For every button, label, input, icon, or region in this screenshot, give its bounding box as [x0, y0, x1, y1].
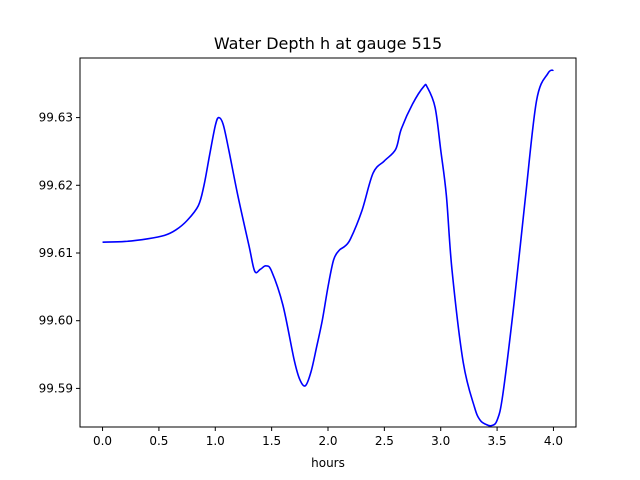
chart-title: Water Depth h at gauge 515 — [214, 34, 442, 53]
x-tick-label: 1.0 — [206, 434, 225, 448]
x-tick-label: 0.0 — [93, 434, 112, 448]
y-tick-label: 99.61 — [39, 246, 73, 260]
plot-frame — [79, 57, 577, 428]
series-layer — [102, 69, 554, 427]
series-line-0 — [102, 69, 554, 427]
y-tick-label: 99.59 — [39, 381, 73, 395]
x-tick-label: 2.0 — [318, 434, 337, 448]
y-tick-label: 99.62 — [39, 178, 73, 192]
y-tick-label: 99.60 — [39, 314, 73, 328]
x-axis: 0.0 0.5 1.0 1.5 2.0 2.5 3.0 3.5 4.0 — [93, 427, 563, 448]
x-tick-label: 0.5 — [149, 434, 168, 448]
x-tick-label: 3.5 — [488, 434, 507, 448]
y-tick-label: 99.63 — [39, 111, 73, 125]
x-tick-label: 2.5 — [375, 434, 394, 448]
x-tick-label: 4.0 — [544, 434, 563, 448]
y-axis: 99.59 99.60 99.61 99.62 99.63 — [39, 111, 80, 395]
x-axis-label: hours — [311, 456, 345, 470]
x-tick-label: 3.0 — [431, 434, 450, 448]
x-tick-label: 1.5 — [262, 434, 281, 448]
